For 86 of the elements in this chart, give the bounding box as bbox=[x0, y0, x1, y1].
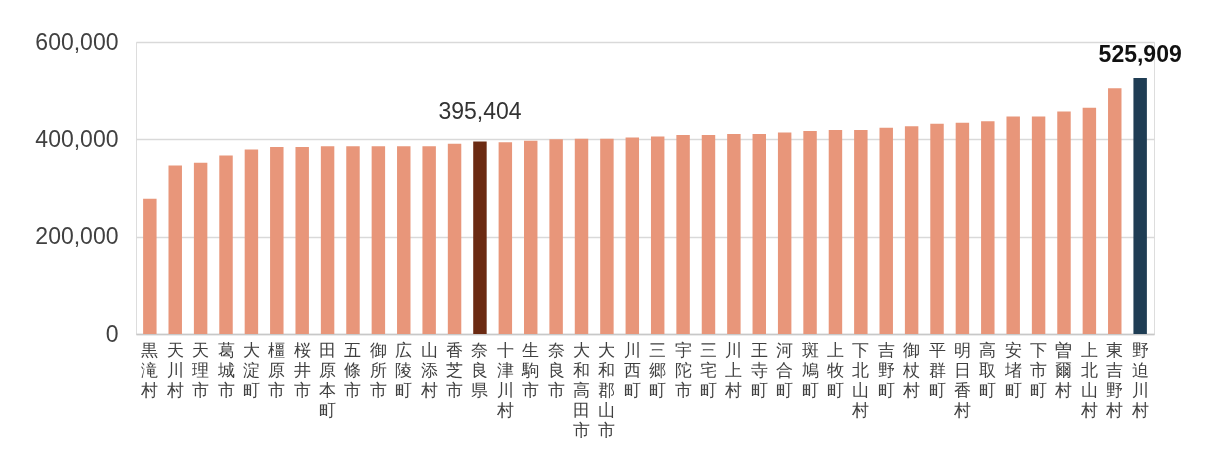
x-tick-label: 上北山村 bbox=[1079, 340, 1098, 420]
x-tick-label: 大和郡山市 bbox=[598, 340, 616, 440]
bar bbox=[1133, 78, 1147, 334]
x-tick-label: 大淀町 bbox=[242, 340, 260, 400]
x-tick-label: 御杖村 bbox=[902, 340, 921, 400]
x-tick-label: 三宅町 bbox=[699, 340, 717, 400]
bar bbox=[930, 123, 944, 334]
bar bbox=[244, 149, 259, 334]
x-tick-label: 野迫川村 bbox=[1130, 340, 1149, 420]
x-tick-label: 三郷町 bbox=[649, 340, 667, 400]
bar bbox=[320, 146, 335, 334]
x-tick-label: 橿原市 bbox=[268, 340, 286, 400]
x-tick-label: 山添村 bbox=[419, 340, 438, 400]
bar bbox=[422, 146, 436, 334]
data-label: 395,404 bbox=[438, 97, 522, 124]
x-tick-label: 平群町 bbox=[928, 340, 946, 400]
bar bbox=[1082, 107, 1097, 334]
bar bbox=[955, 122, 970, 334]
x-tick-label: 河合町 bbox=[776, 340, 794, 400]
bar bbox=[346, 146, 360, 334]
x-tick-label: 広陵町 bbox=[395, 340, 413, 400]
x-tick-label: 大和高田市 bbox=[573, 340, 591, 440]
y-tick-label: 600,000 bbox=[35, 28, 119, 55]
x-tick-label: 五條市 bbox=[344, 340, 362, 400]
bar bbox=[549, 139, 563, 334]
bar bbox=[498, 142, 513, 334]
x-tick-label: 田原本町 bbox=[319, 340, 337, 420]
bar bbox=[828, 130, 843, 334]
x-tick-label: 上牧町 bbox=[826, 340, 844, 400]
bar bbox=[1006, 116, 1020, 334]
x-tick-label: 宇陀市 bbox=[674, 340, 692, 400]
bar bbox=[981, 121, 995, 334]
x-tick-label: 御所市 bbox=[369, 340, 387, 400]
x-tick-label: 下北山村 bbox=[851, 340, 870, 420]
bar bbox=[371, 146, 386, 334]
x-tick-label: 桜井市 bbox=[293, 340, 311, 400]
y-tick-label: 0 bbox=[105, 320, 119, 347]
bar bbox=[574, 138, 589, 334]
bar bbox=[1057, 111, 1071, 334]
bar bbox=[143, 198, 157, 334]
x-tick-label: 高取町 bbox=[979, 340, 997, 400]
bar bbox=[777, 132, 792, 334]
bar bbox=[600, 138, 614, 334]
bar bbox=[904, 126, 919, 334]
x-tick-label: 明日香村 bbox=[952, 340, 971, 420]
x-tick-label: 斑鳩町 bbox=[801, 340, 819, 400]
bar bbox=[270, 147, 284, 334]
bar bbox=[524, 140, 538, 334]
x-tick-label: 奈良市 bbox=[547, 340, 565, 400]
bar bbox=[879, 127, 893, 334]
bar bbox=[168, 165, 182, 334]
bar bbox=[752, 133, 766, 334]
x-tick-label: 東吉野村 bbox=[1105, 340, 1124, 420]
bar bbox=[473, 141, 487, 334]
x-tick-label: 川西町 bbox=[623, 340, 641, 400]
bar bbox=[625, 137, 640, 334]
x-tick-label: 葛城市 bbox=[216, 340, 235, 400]
x-tick-label: 下市町 bbox=[1030, 340, 1048, 400]
x-tick-label: 川上村 bbox=[724, 340, 743, 400]
bar bbox=[219, 155, 233, 334]
bar bbox=[1108, 88, 1122, 334]
bar bbox=[193, 162, 208, 334]
x-tick-label: 安堵町 bbox=[1003, 340, 1022, 400]
bar bbox=[447, 143, 462, 334]
x-tick-label: 曽爾村 bbox=[1054, 340, 1073, 400]
y-tick-label: 400,000 bbox=[35, 125, 119, 152]
x-tick-label: 王寺町 bbox=[750, 340, 768, 400]
bar bbox=[650, 136, 665, 334]
y-tick-label: 200,000 bbox=[35, 223, 119, 250]
x-tick-label: 黒滝村 bbox=[140, 340, 159, 400]
bar bbox=[676, 134, 690, 334]
x-tick-label: 香芝市 bbox=[446, 340, 464, 400]
bar bbox=[803, 131, 817, 334]
bar bbox=[1031, 116, 1046, 334]
bar bbox=[701, 134, 716, 334]
bar bbox=[854, 130, 868, 334]
bar bbox=[295, 147, 309, 334]
x-tick-label: 十津川村 bbox=[495, 340, 514, 420]
x-tick-label: 天川村 bbox=[165, 340, 184, 400]
x-tick-label: 奈良県 bbox=[471, 340, 489, 400]
x-tick-label: 生駒市 bbox=[521, 340, 540, 400]
x-tick-label: 天理市 bbox=[192, 340, 210, 400]
data-label: 525,909 bbox=[1098, 41, 1182, 68]
bar bbox=[727, 133, 741, 334]
x-tick-label: 吉野町 bbox=[877, 340, 895, 400]
bar bbox=[397, 146, 411, 334]
